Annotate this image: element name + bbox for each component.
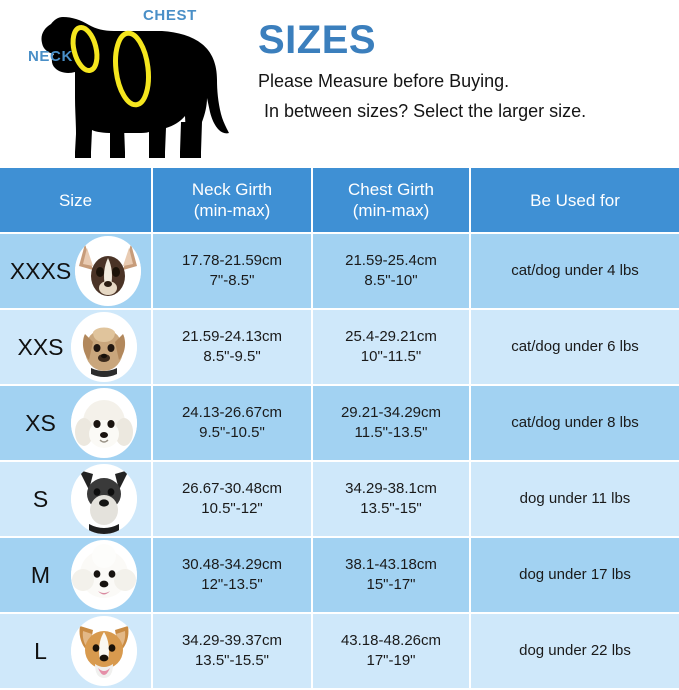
- size-cell: S: [0, 461, 153, 538]
- size-label: XXS: [17, 334, 64, 360]
- table-body: XXXS: [0, 233, 679, 690]
- chest-measure-label: CHEST: [143, 7, 197, 24]
- be-used-for-cell: dog under 17 lbs: [470, 537, 679, 614]
- neck-girth-cm: 17.78-21.59cm: [181, 252, 283, 269]
- size-cell: M: [0, 537, 153, 614]
- be-used-for-text: dog under 22 lbs: [519, 642, 631, 659]
- hero-instruction-line-1: Please Measure before Buying.: [258, 71, 510, 91]
- chest-girth-cell: 25.4-29.21cm 10"-11.5": [312, 309, 471, 386]
- neck-girth-in: 8.5"-9.5": [203, 348, 261, 365]
- chest-girth-in: 11.5"-13.5": [354, 424, 428, 441]
- chest-girth-in: 10"-11.5": [360, 348, 422, 365]
- dog-silhouette-illustration: [18, 2, 258, 164]
- neck-girth-cm: 26.67-30.48cm: [181, 480, 283, 497]
- size-label: XXXS: [9, 258, 72, 284]
- schnauzer-photo: [70, 464, 137, 534]
- be-used-for-text: cat/dog under 6 lbs: [511, 338, 639, 355]
- size-label: M: [30, 562, 51, 588]
- chest-girth-cm: 25.4-29.21cm: [345, 328, 437, 345]
- table-row: L: [0, 613, 679, 690]
- neck-girth-cm: 24.13-26.67cm: [181, 404, 283, 421]
- maltese-photo: [70, 388, 137, 458]
- chest-girth-in: 13.5"-15": [360, 500, 422, 517]
- chest-girth-in: 8.5"-10": [364, 272, 418, 289]
- column-header-neck-girth: Neck Girth (min-max): [152, 168, 313, 234]
- hero-section: NECK CHEST SIZES Please Measure before B…: [0, 0, 679, 168]
- table-row: S: [0, 461, 679, 538]
- chest-girth-in: 17"-19": [366, 652, 416, 669]
- hero-text-block: SIZES Please Measure before Buying. In b…: [258, 18, 670, 126]
- size-chart-table: Size Neck Girth (min-max) Chest Girth (m…: [0, 168, 679, 690]
- neck-girth-cell: 34.29-39.37cm 13.5"-15.5": [152, 613, 313, 690]
- neck-girth-cm: 21.59-24.13cm: [181, 328, 283, 345]
- size-cell: XXXS: [0, 233, 153, 310]
- be-used-for-cell: dog under 22 lbs: [470, 613, 679, 690]
- column-header-chest-line2: (min-max): [352, 201, 430, 220]
- hero-instruction-line-2: In between sizes? Select the larger size…: [264, 101, 587, 121]
- be-used-for-cell: cat/dog under 8 lbs: [470, 385, 679, 462]
- column-header-size: Size: [0, 168, 153, 234]
- yorkshire-terrier-photo: [70, 312, 137, 382]
- be-used-for-cell: dog under 11 lbs: [470, 461, 679, 538]
- size-cell: XS: [0, 385, 153, 462]
- corgi-photo: [70, 616, 137, 686]
- chest-girth-cm: 21.59-25.4cm: [345, 252, 437, 269]
- table-header: Size Neck Girth (min-max) Chest Girth (m…: [0, 168, 679, 234]
- neck-girth-in: 10.5"-12": [201, 500, 263, 517]
- chest-girth-cm: 38.1-43.18cm: [345, 556, 437, 573]
- chest-girth-cm: 34.29-38.1cm: [345, 480, 437, 497]
- table-row: XS: [0, 385, 679, 462]
- chest-girth-cell: 34.29-38.1cm 13.5"-15": [312, 461, 471, 538]
- column-header-chest-girth: Chest Girth (min-max): [312, 168, 471, 234]
- neck-girth-cell: 24.13-26.67cm 9.5"-10.5": [152, 385, 313, 462]
- be-used-for-text: dog under 17 lbs: [519, 566, 631, 583]
- neck-girth-cell: 21.59-24.13cm 8.5"-9.5": [152, 309, 313, 386]
- size-label: L: [34, 638, 47, 664]
- table-row: XXXS: [0, 233, 679, 310]
- neck-girth-cell: 17.78-21.59cm 7"-8.5": [152, 233, 313, 310]
- table-row: M: [0, 537, 679, 614]
- size-label: S: [32, 486, 49, 512]
- column-header-chest-line1: Chest Girth: [348, 180, 434, 199]
- size-cell: L: [0, 613, 153, 690]
- chest-girth-cell: 21.59-25.4cm 8.5"-10": [312, 233, 471, 310]
- neck-girth-in: 13.5"-15.5": [194, 652, 270, 669]
- be-used-for-text: cat/dog under 8 lbs: [511, 414, 639, 431]
- page-title: SIZES: [258, 18, 377, 62]
- chihuahua-photo: [75, 236, 142, 306]
- bichon-frise-photo: [70, 540, 137, 610]
- be-used-for-cell: cat/dog under 6 lbs: [470, 309, 679, 386]
- size-label: XS: [25, 410, 56, 436]
- chest-girth-cell: 29.21-34.29cm 11.5"-13.5": [312, 385, 471, 462]
- neck-girth-in: 9.5"-10.5": [199, 424, 265, 441]
- neck-measure-label: NECK: [28, 48, 73, 65]
- chest-girth-cell: 38.1-43.18cm 15"-17": [312, 537, 471, 614]
- column-header-be-used-for: Be Used for: [470, 168, 679, 234]
- chest-girth-cm: 43.18-48.26cm: [340, 632, 442, 649]
- column-header-neck-line2: (min-max): [193, 201, 271, 220]
- chest-girth-cell: 43.18-48.26cm 17"-19": [312, 613, 471, 690]
- be-used-for-text: dog under 11 lbs: [519, 490, 631, 507]
- table-header-row: Size Neck Girth (min-max) Chest Girth (m…: [0, 168, 679, 234]
- neck-girth-cell: 26.67-30.48cm 10.5"-12": [152, 461, 313, 538]
- chest-girth-in: 15"-17": [366, 576, 416, 593]
- size-cell: XXS: [0, 309, 153, 386]
- be-used-for-cell: cat/dog under 4 lbs: [470, 233, 679, 310]
- chest-girth-cm: 29.21-34.29cm: [340, 404, 442, 421]
- neck-girth-cm: 34.29-39.37cm: [181, 632, 283, 649]
- neck-girth-cell: 30.48-34.29cm 12"-13.5": [152, 537, 313, 614]
- column-header-use-label: Be Used for: [530, 190, 620, 210]
- be-used-for-text: cat/dog under 4 lbs: [511, 262, 639, 279]
- neck-girth-in: 12"-13.5": [201, 576, 263, 593]
- column-header-size-label: Size: [58, 190, 93, 210]
- table-row: XXS: [0, 309, 679, 386]
- column-header-neck-line1: Neck Girth: [191, 180, 273, 199]
- neck-girth-in: 7"-8.5": [209, 272, 255, 289]
- neck-girth-cm: 30.48-34.29cm: [181, 556, 283, 573]
